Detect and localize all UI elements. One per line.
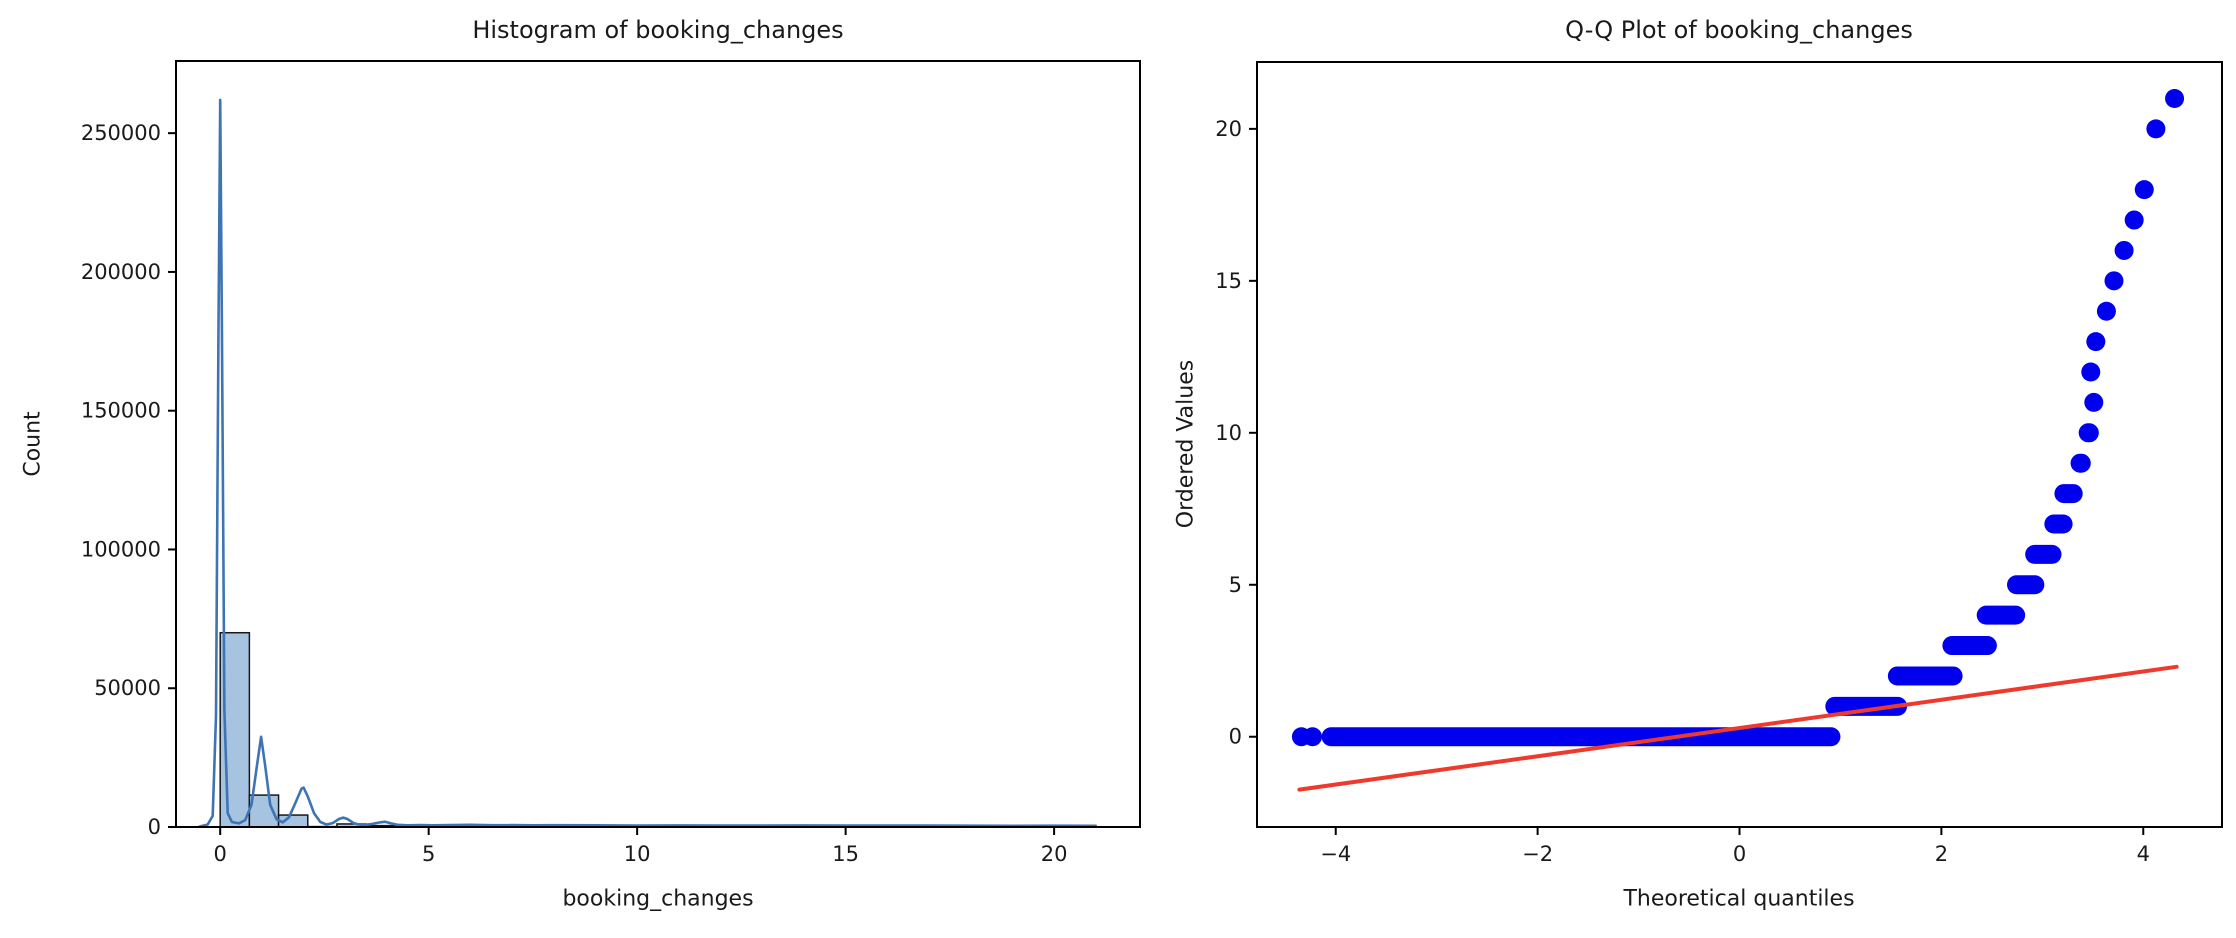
histogram-ylabel: Count xyxy=(20,411,46,477)
qq-xlabel: Theoretical quantiles xyxy=(1623,886,1855,912)
y-tick-label: 50000 xyxy=(94,676,161,700)
x-tick-label: 5 xyxy=(422,842,435,866)
histogram-plot: 0 5 10 15 20 0 50000 100000 150000 200000 250000 xyxy=(81,60,1141,866)
x-tick-label: 4 xyxy=(2137,842,2150,866)
x-tick-label: 15 xyxy=(832,842,859,866)
y-tick-label: 15 xyxy=(1215,269,1242,293)
x-tick-label: 2 xyxy=(1935,842,1948,866)
kde-curve xyxy=(198,98,1098,828)
y-tick-label: 5 xyxy=(1229,573,1242,597)
histogram-xlabel: booking_changes xyxy=(562,886,754,912)
qq-point xyxy=(2081,362,2101,382)
x-tick-label: −4 xyxy=(1320,842,1351,866)
y-tick-label: 20 xyxy=(1215,117,1242,141)
qq-title: Q-Q Plot of booking_changes xyxy=(1565,16,1913,44)
axes-frame xyxy=(175,60,1141,828)
qq-point xyxy=(2124,210,2144,230)
qq-point xyxy=(2104,271,2124,291)
y-tick-label: 0 xyxy=(1229,725,1242,749)
histogram-title: Histogram of booking_changes xyxy=(472,16,844,44)
qq-point xyxy=(2146,119,2166,139)
y-tick-label: 100000 xyxy=(81,537,161,561)
x-tick-label: 0 xyxy=(1733,842,1746,866)
y-tick-label: 250000 xyxy=(81,121,161,145)
x-tick-label: 10 xyxy=(624,842,651,866)
qq-plot: −4 −2 0 2 4 0 5 10 15 20 xyxy=(1215,61,2223,866)
y-tick-label: 0 xyxy=(148,815,161,839)
qq-fit-line xyxy=(1297,664,2179,792)
x-tick-label: 0 xyxy=(214,842,227,866)
x-tick-label: 20 xyxy=(1041,842,1068,866)
x-tick-label: −2 xyxy=(1522,842,1553,866)
histogram-bars xyxy=(219,631,1097,828)
qq-point xyxy=(2084,392,2104,412)
qq-point xyxy=(2165,88,2185,108)
axes-frame xyxy=(1256,61,2223,828)
qq-point xyxy=(2134,180,2154,200)
qq-point xyxy=(2114,240,2134,260)
qq-ylabel: Ordered Values xyxy=(1173,359,1199,529)
y-tick-label: 200000 xyxy=(81,260,161,284)
qq-point xyxy=(2096,301,2116,321)
qq-point xyxy=(2086,332,2106,352)
y-tick-label: 10 xyxy=(1215,421,1242,445)
qq-point xyxy=(1303,727,1323,747)
qq-points xyxy=(1291,88,2185,747)
y-tick-label: 150000 xyxy=(81,399,161,423)
